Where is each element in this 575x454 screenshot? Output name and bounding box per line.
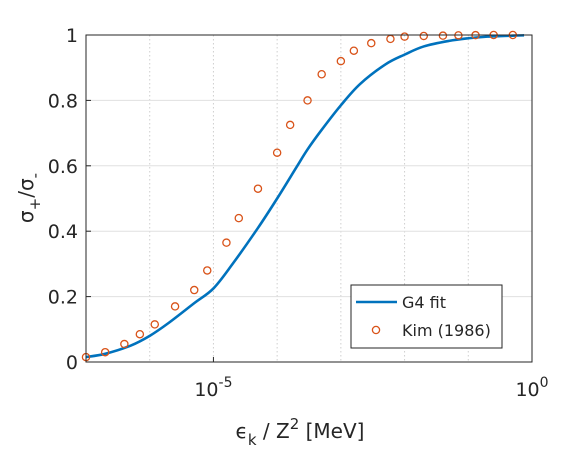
data-point-kim-1986	[336, 56, 346, 66]
data-point-kim-1986	[367, 38, 376, 48]
data-point-kim-1986	[285, 120, 295, 130]
data-point-kim-1986	[272, 148, 282, 157]
y-tick-label: 0	[66, 352, 78, 374]
legend-box	[350, 284, 503, 349]
plot-frame	[85, 34, 533, 363]
x-tick-label: 10-5	[194, 375, 232, 401]
tick-layer: 0 0.2 0.4 0.6 0.8 1 10-5 100	[48, 25, 549, 401]
data-point-kim-1986	[317, 69, 326, 79]
data-point-kim-1986	[189, 285, 199, 295]
data-point-kim-1986	[222, 238, 231, 247]
data-point-kim-1986	[203, 266, 212, 275]
series-line-g4-fit	[85, 34, 525, 359]
data-point-kim-1986	[386, 34, 395, 44]
y-tick-label: 1	[66, 25, 78, 47]
data-point-kim-1986	[419, 31, 429, 41]
data-point-kim-1986	[349, 46, 359, 55]
y-tick-label: 0.8	[48, 90, 78, 112]
legend-marker-swatch	[371, 325, 381, 335]
y-tick-label: 0.4	[48, 221, 78, 243]
x-tick-label: 100	[515, 375, 548, 401]
data-point-kim-1986	[253, 184, 263, 193]
data-point-kim-1986	[234, 213, 244, 223]
x-axis-label: ϵk / Z2 [MeV]	[236, 415, 365, 449]
legend-entry-g4-fit: G4 fit	[402, 293, 446, 312]
data-point-kim-1986	[150, 320, 160, 329]
data-point-kim-1986	[400, 32, 409, 41]
data-point-kim-1986	[170, 302, 180, 311]
data-point-kim-1986	[120, 339, 129, 349]
y-axis-label: σ+/σ-	[14, 173, 44, 223]
legend: G4 fit Kim (1986)	[350, 284, 503, 349]
legend-entry-kim-1986: Kim (1986)	[402, 321, 491, 340]
data-point-kim-1986	[100, 347, 110, 357]
data-point-kim-1986	[135, 329, 145, 339]
y-tick-label: 0.2	[48, 287, 78, 309]
data-point-kim-1986	[303, 96, 312, 105]
y-tick-label: 0.6	[48, 156, 78, 178]
data-point-kim-1986	[438, 31, 448, 40]
